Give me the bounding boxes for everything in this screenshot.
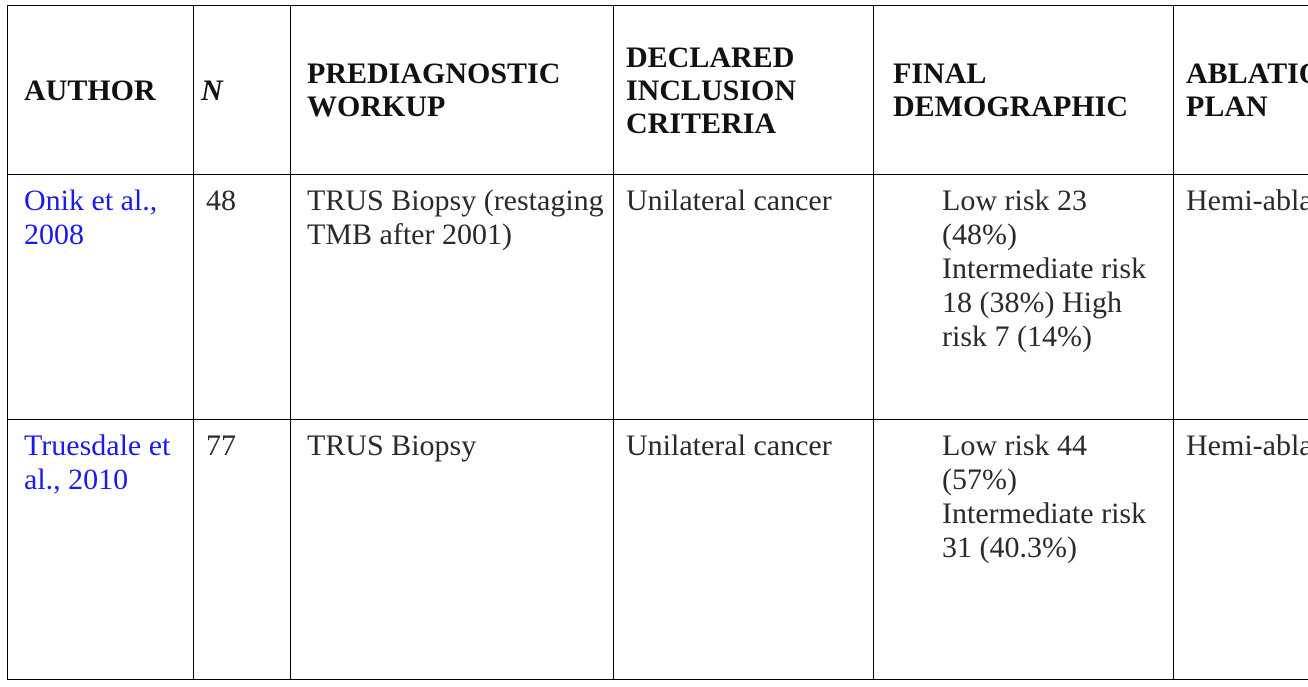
header-demographic-line: FINAL (893, 57, 987, 90)
header-criteria-line: INCLUSION (626, 73, 797, 107)
cell-workup: TRUS Biopsy (restaging TMB after 2001) (290, 174, 614, 420)
cell-n: 77 (193, 419, 291, 680)
header-workup: PREDIAGNOSTIC WORKUP (290, 5, 614, 175)
cell-n-value: 48 (206, 184, 236, 217)
cell-workup-text: TRUS Biopsy (307, 429, 477, 462)
cell-demographic-text: Low risk 23 (48%) Intermediate risk 18 (… (942, 184, 1147, 353)
cell-workup-text: TRUS Biopsy (restaging TMB after 2001) (307, 184, 604, 251)
cell-workup: TRUS Biopsy (290, 419, 614, 680)
cell-author: Truesdale et al., 2010 (7, 419, 194, 680)
cell-author: Onik et al., 2008 (7, 174, 194, 420)
table-row: Truesdale et al., 2010 77 TRUS Biopsy Un… (7, 419, 1308, 680)
table-header: AUTHOR N PREDIAGNOSTIC WORKUP DECLARED I… (7, 5, 1308, 175)
cell-criteria-text: Unilateral cancer (626, 184, 832, 217)
table-row: Onik et al., 2008 48 TRUS Biopsy (restag… (7, 174, 1308, 420)
cell-plan-text: Hemi-ablation (1186, 429, 1308, 462)
cell-n: 48 (193, 174, 291, 420)
cell-plan: Hemi-ablation (1173, 419, 1308, 680)
header-n: N (193, 5, 291, 175)
cell-criteria: Unilateral cancer (613, 419, 874, 680)
header-criteria-line: DECLARED (626, 40, 795, 74)
cell-criteria: Unilateral cancer (613, 174, 874, 420)
author-link[interactable]: Onik et al., 2008 (24, 184, 158, 251)
header-demographic: FINAL DEMOGRAPHIC (873, 5, 1174, 175)
header-plan: ABLATION PLAN (1173, 5, 1308, 175)
cell-criteria-text: Unilateral cancer (626, 429, 832, 462)
header-workup-line: WORKUP (307, 90, 446, 123)
header-author-label: AUTHOR (24, 73, 156, 107)
study-table-container: AUTHOR N PREDIAGNOSTIC WORKUP DECLARED I… (7, 5, 1308, 687)
cell-demographic: Low risk 44 (57%) Intermediate risk 31 (… (873, 419, 1174, 680)
header-demographic-line: DEMOGRAPHIC (893, 90, 1128, 123)
table-body: Onik et al., 2008 48 TRUS Biopsy (restag… (7, 174, 1308, 680)
author-link[interactable]: Truesdale et al., 2010 (24, 429, 171, 496)
header-plan-line: PLAN (1186, 90, 1268, 123)
cell-demographic-text: Low risk 44 (57%) Intermediate risk 31 (… (942, 429, 1147, 564)
header-workup-line: PREDIAGNOSTIC (307, 57, 561, 90)
cell-n-value: 77 (206, 429, 236, 462)
cell-demographic: Low risk 23 (48%) Intermediate risk 18 (… (873, 174, 1174, 420)
header-row: AUTHOR N PREDIAGNOSTIC WORKUP DECLARED I… (7, 5, 1308, 175)
header-criteria: DECLARED INCLUSION CRITERIA (613, 5, 874, 175)
header-n-label: N (201, 73, 223, 107)
header-plan-line: ABLATION (1186, 57, 1308, 90)
header-criteria-line: CRITERIA (626, 106, 777, 140)
cell-plan: Hemi-ablation (1173, 174, 1308, 420)
cell-plan-text: Hemi-ablation (1186, 184, 1308, 217)
header-author: AUTHOR (7, 5, 194, 175)
study-table: AUTHOR N PREDIAGNOSTIC WORKUP DECLARED I… (7, 5, 1308, 680)
